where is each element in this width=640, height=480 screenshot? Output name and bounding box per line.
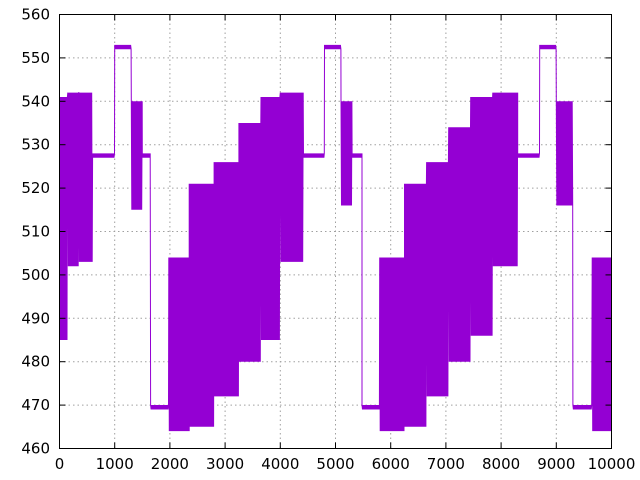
x-tick-label: 6000: [372, 455, 410, 473]
x-tick-label: 7000: [427, 455, 465, 473]
grid-lines: [59, 14, 612, 449]
y-tick-label: 500: [21, 266, 50, 284]
y-tick-label: 470: [21, 396, 50, 414]
x-tick-label: 9000: [537, 455, 575, 473]
y-tick-label: 490: [21, 309, 50, 327]
y-tick-label: 550: [21, 49, 50, 67]
y-tick-label: 460: [21, 440, 50, 458]
x-tick-label: 8000: [482, 455, 520, 473]
y-tick-labels: 460 470 480 490 500 510 520 530 540 550 560: [21, 6, 50, 458]
x-tick-label: 2000: [151, 455, 189, 473]
y-tick-label: 530: [21, 136, 50, 154]
tick-marks: [59, 14, 612, 449]
x-tick-label: 10000: [588, 455, 636, 473]
x-tick-label: 3000: [206, 455, 244, 473]
x-tick-label: 4000: [261, 455, 299, 473]
y-tick-label: 520: [21, 179, 50, 197]
y-tick-label: 540: [21, 92, 50, 110]
x-tick-labels: 0 1000 2000 3000 4000 5000 6000 7000 8000 9000 100…: [55, 455, 636, 473]
x-tick-label: 0: [55, 455, 65, 473]
x-tick-label: 1000: [96, 455, 134, 473]
y-tick-label: 480: [21, 353, 50, 371]
x-tick-label: 5000: [316, 455, 354, 473]
y-tick-label: 510: [21, 223, 50, 241]
series-line: [59, 44, 612, 432]
plot-area: [59, 44, 612, 432]
y-tick-label: 560: [21, 6, 50, 24]
